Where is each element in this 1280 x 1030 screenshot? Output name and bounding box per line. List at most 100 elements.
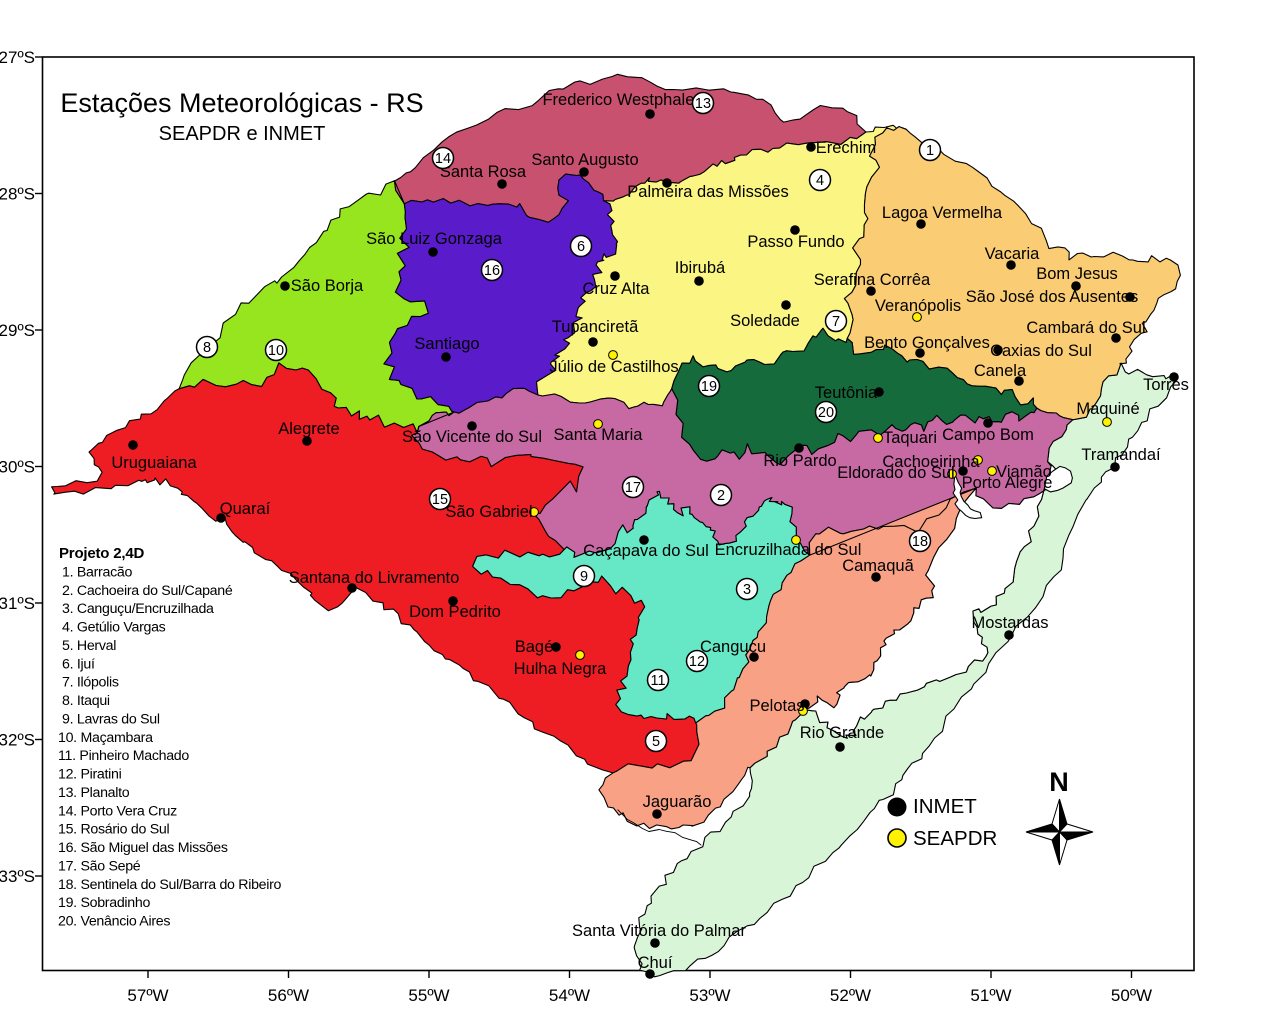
svg-text:Cambará do Sul: Cambará do Sul [1026,319,1145,337]
svg-text:Taquari: Taquari [883,429,937,447]
svg-text:Encruzilhada do Sul: Encruzilhada do Sul [715,541,862,559]
svg-text:13: 13 [695,96,711,112]
svg-text:São Borja: São Borja [291,277,364,295]
svg-text:28ºS: 28ºS [0,185,35,204]
svg-text:10. Maçambara: 10. Maçambara [58,730,153,746]
svg-text:1. Barracão: 1. Barracão [62,565,132,581]
svg-text:18: 18 [912,534,928,550]
svg-text:19. Sobradinho: 19. Sobradinho [58,895,150,911]
svg-text:Viamão: Viamão [996,463,1052,481]
svg-text:Santana do Livramento: Santana do Livramento [289,569,460,587]
svg-text:17: 17 [625,480,641,496]
svg-text:56ºW: 56ºW [268,986,309,1005]
svg-text:7. Ilópolis: 7. Ilópolis [62,675,119,691]
svg-text:3: 3 [743,582,751,598]
svg-text:Maquiné: Maquiné [1076,400,1139,418]
svg-text:15: 15 [432,492,448,508]
svg-text:20. Venâncio Aires: 20. Venâncio Aires [58,914,170,930]
svg-text:6: 6 [577,239,585,255]
svg-text:14: 14 [435,151,451,167]
svg-text:Canguçu: Canguçu [700,638,766,656]
svg-text:Hulha Negra: Hulha Negra [514,660,607,678]
svg-text:São Vicente do Sul: São Vicente do Sul [402,428,542,446]
svg-text:18. Sentinela do Sul/Barra do: 18. Sentinela do Sul/Barra do Ribeiro [58,877,282,893]
svg-text:Tupanciretã: Tupanciretã [552,318,639,336]
svg-text:2. Cachoeira do Sul/Capané: 2. Cachoeira do Sul/Capané [62,583,233,599]
svg-text:55ºW: 55ºW [408,986,449,1005]
svg-text:Eldorado do Sul: Eldorado do Sul [837,464,954,482]
svg-text:São José dos Ausentes: São José dos Ausentes [966,288,1138,306]
svg-text:Teutônia: Teutônia [815,384,878,402]
svg-text:Cachoeirinha: Cachoeirinha [882,453,980,471]
svg-text:Santa Maria: Santa Maria [554,426,644,444]
svg-text:4: 4 [816,173,824,189]
svg-text:5: 5 [652,734,660,750]
svg-text:7: 7 [832,314,840,330]
svg-text:15. Rosário do Sul: 15. Rosário do Sul [58,822,169,838]
svg-text:Santo Augusto: Santo Augusto [531,151,638,169]
svg-text:São Gabriel: São Gabriel [445,503,532,521]
svg-text:57ºW: 57ºW [127,986,168,1005]
svg-text:Bom Jesus: Bom Jesus [1036,265,1118,283]
svg-text:53ºW: 53ºW [689,986,730,1005]
svg-text:Santa Rosa: Santa Rosa [440,163,527,181]
svg-text:Pelotas: Pelotas [749,697,804,715]
svg-text:Passo Fundo: Passo Fundo [747,233,844,251]
svg-text:Santiago: Santiago [414,335,479,353]
svg-text:17. São Sepé: 17. São Sepé [58,858,141,874]
svg-text:2: 2 [717,488,725,504]
svg-text:Projeto 2,4D: Projeto 2,4D [59,545,144,562]
svg-text:Torres: Torres [1143,376,1189,394]
svg-text:Caxias do Sul: Caxias do Sul [990,342,1092,360]
svg-text:27ºS: 27ºS [0,48,35,67]
svg-text:Rio Pardo: Rio Pardo [763,452,836,470]
svg-text:11: 11 [650,673,665,689]
svg-text:10: 10 [268,343,284,359]
svg-text:Alegrete: Alegrete [278,420,339,438]
svg-text:1: 1 [926,143,934,159]
svg-text:19: 19 [701,379,717,395]
svg-text:30ºS: 30ºS [0,458,35,477]
svg-text:52ºW: 52ºW [830,986,871,1005]
svg-text:Cruz Alta: Cruz Alta [583,280,651,298]
svg-text:Erechim: Erechim [816,139,877,157]
svg-text:16: 16 [484,263,500,279]
svg-text:12. Piratini: 12. Piratini [58,767,122,783]
svg-text:31ºS: 31ºS [0,594,35,613]
svg-text:20: 20 [818,405,834,421]
svg-text:Ibirubá: Ibirubá [675,259,726,277]
svg-text:SEAPDR: SEAPDR [913,827,997,850]
svg-text:Quaraí: Quaraí [220,500,271,518]
svg-text:Lagoa Vermelha: Lagoa Vermelha [882,204,1003,222]
svg-text:3. Canguçu/Encruzilhada: 3. Canguçu/Encruzilhada [62,601,214,617]
svg-text:N: N [1049,767,1069,797]
svg-text:Tramandaí: Tramandaí [1081,446,1161,464]
svg-text:Chuí: Chuí [638,954,673,972]
svg-text:Dom Pedrito: Dom Pedrito [409,603,501,621]
svg-text:13. Planalto: 13. Planalto [58,785,130,801]
svg-text:Canela: Canela [974,362,1027,380]
svg-text:Soledade: Soledade [730,312,800,330]
svg-text:Campo Bom: Campo Bom [942,426,1034,444]
svg-text:Júlio de Castilhos: Júlio de Castilhos [549,358,678,376]
svg-text:8: 8 [203,340,211,356]
svg-text:Frederico Westphalen: Frederico Westphalen [542,91,703,109]
svg-text:SEAPDR e INMET: SEAPDR e INMET [159,123,326,145]
svg-text:51ºW: 51ºW [970,986,1011,1005]
svg-text:32ºS: 32ºS [0,731,35,750]
svg-text:Vacaria: Vacaria [985,245,1041,263]
svg-text:9. Lavras do Sul: 9. Lavras do Sul [62,712,160,728]
svg-text:4. Getúlio Vargas: 4. Getúlio Vargas [62,620,166,636]
svg-text:5. Herval: 5. Herval [62,638,116,654]
svg-text:6. Ijuí: 6. Ijuí [62,656,95,672]
svg-text:33ºS: 33ºS [0,867,35,886]
svg-text:Veranópolis: Veranópolis [875,297,961,315]
svg-text:14. Porto Vera Cruz: 14. Porto Vera Cruz [58,803,177,819]
svg-text:11. Pinheiro Machado: 11. Pinheiro Machado [58,748,189,764]
svg-text:São Luiz Gonzaga: São Luiz Gonzaga [366,230,503,248]
svg-text:Estações Meteorológicas - RS: Estações Meteorológicas - RS [60,88,423,118]
svg-text:Serafina Corrêa: Serafina Corrêa [814,271,931,289]
svg-text:Palmeira das Missões: Palmeira das Missões [627,183,788,201]
svg-text:Rio Grande: Rio Grande [800,724,884,742]
svg-text:Bento Gonçalves: Bento Gonçalves [864,334,990,352]
